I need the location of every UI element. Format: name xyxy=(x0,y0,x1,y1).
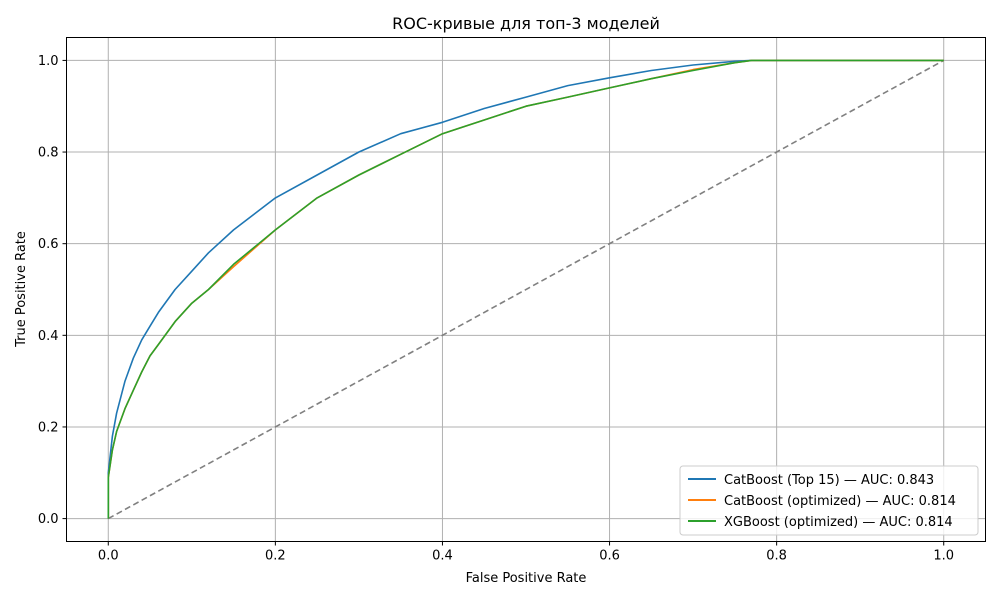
y-tick-label: 0.2 xyxy=(38,420,59,435)
diagonal-reference-line xyxy=(107,59,945,520)
chart-title: ROC-кривые для топ-3 моделей xyxy=(392,14,660,33)
y-axis-label: True Positive Rate xyxy=(14,231,29,348)
legend-label: CatBoost (Top 15) — AUC: 0.843 xyxy=(724,473,934,488)
x-tick-label: 0.2 xyxy=(265,549,286,564)
x-tick-label: 0.6 xyxy=(599,549,620,564)
y-tick-label: 0.0 xyxy=(38,512,59,527)
y-tick-label: 0.6 xyxy=(38,237,59,252)
y-tick-label: 1.0 xyxy=(38,54,59,69)
series-line-2 xyxy=(107,59,944,519)
x-tick-label: 1.0 xyxy=(933,549,954,564)
legend-box xyxy=(679,465,979,536)
legend-label: XGBoost (optimized) — AUC: 0.814 xyxy=(724,515,953,530)
x-axis-label: False Positive Rate xyxy=(466,571,587,586)
x-tick-label: 0.0 xyxy=(98,549,119,564)
x-tick-label: 0.4 xyxy=(432,549,453,564)
x-tick-label: 0.8 xyxy=(766,549,787,564)
y-axis-ticks: 0.0 0.2 0.4 0.6 0.8 1.0 xyxy=(38,54,67,527)
y-tick-label: 0.4 xyxy=(38,329,59,344)
x-axis-ticks: 0.0 0.2 0.4 0.6 0.8 1.0 xyxy=(98,541,954,564)
series-line-0 xyxy=(107,59,944,519)
legend-label: CatBoost (optimized) — AUC: 0.814 xyxy=(724,494,956,509)
plot-area xyxy=(107,59,945,520)
plot-frame xyxy=(66,37,986,542)
legend: CatBoost (Top 15) — AUC: 0.843 CatBoost … xyxy=(679,465,979,536)
y-tick-label: 0.8 xyxy=(38,146,59,161)
